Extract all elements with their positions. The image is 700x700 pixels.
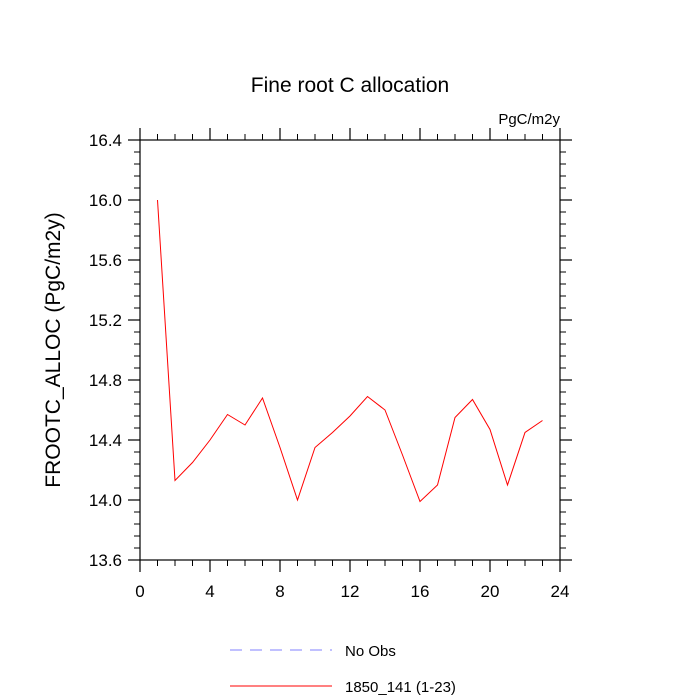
y-tick-label: 14.0: [89, 491, 122, 510]
x-tick-label: 0: [135, 582, 144, 601]
y-tick-label: 15.2: [89, 311, 122, 330]
series-group: [157, 199, 543, 503]
tick-labels: 0 4 8 12 16 20 24 13.6 14.0 14.4 14.8 15.2 15.6 16.0 1…: [89, 131, 570, 601]
x-tick-label: 8: [275, 582, 284, 601]
y-tick-label: 16.4: [89, 131, 122, 150]
y-tick-label: 15.6: [89, 251, 122, 270]
y-tick-label: 13.6: [89, 551, 122, 570]
legend-label-0: No Obs: [345, 643, 396, 660]
units-label: PgC/m2y: [498, 111, 560, 128]
plot-frame: [139, 139, 561, 561]
x-tick-label: 20: [481, 582, 500, 601]
y-tick-label: 14.8: [89, 371, 122, 390]
legend-label-1: 1850_141 (1-23): [345, 679, 456, 696]
x-tick-label: 4: [205, 582, 214, 601]
x-tick-label: 12: [341, 582, 360, 601]
y-axis-label: FROOTC_ALLOC (PgC/m2y): [42, 212, 65, 487]
x-tick-label: 16: [411, 582, 430, 601]
x-tick-label: 24: [551, 582, 570, 601]
y-tick-label: 16.0: [89, 191, 122, 210]
chart-title: Fine root C allocation: [251, 74, 449, 97]
legend: No Obs 1850_141 (1-23): [230, 643, 456, 696]
series-line-1: [157, 199, 543, 503]
y-tick-label: 14.4: [89, 431, 122, 450]
axis-ticks: [128, 128, 572, 572]
